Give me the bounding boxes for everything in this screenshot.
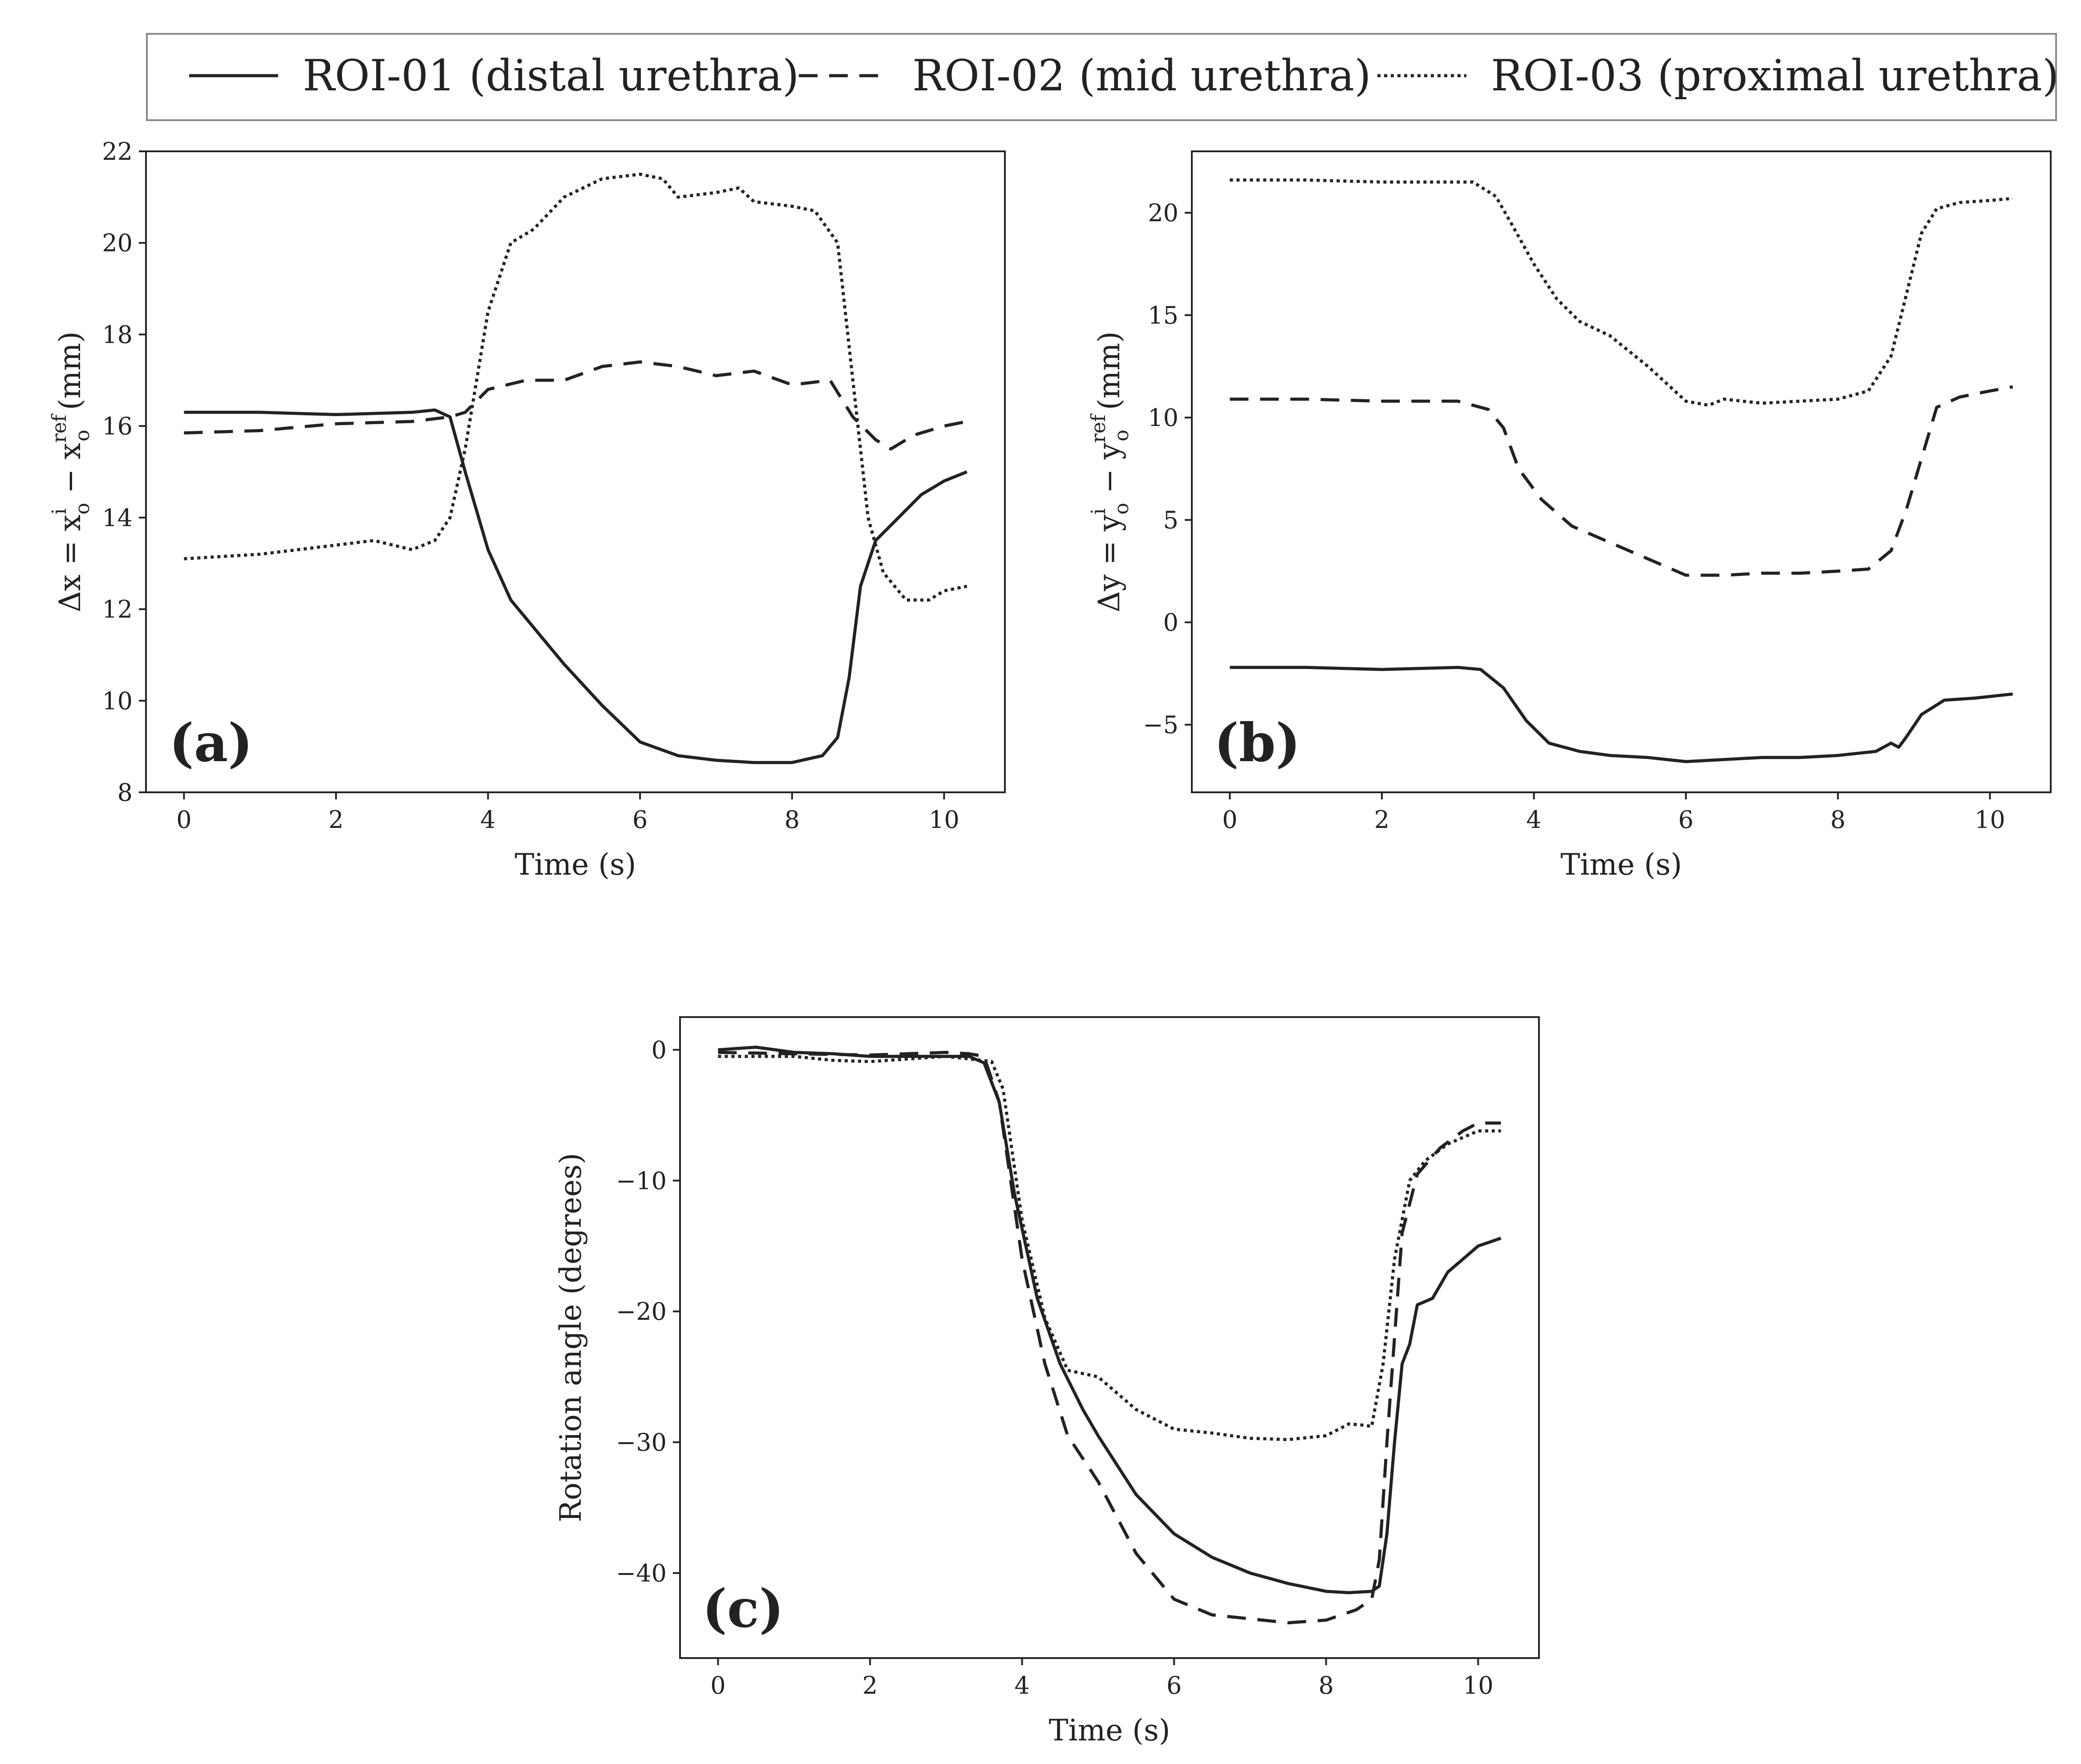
y-ticks-c: −40 −30 −20 −10 0 bbox=[616, 1036, 680, 1587]
x-tick-label-b: 2 bbox=[1374, 806, 1389, 834]
y-tick-label-b: 5 bbox=[1163, 506, 1178, 534]
y-tick-label-a: 22 bbox=[102, 138, 133, 166]
x-tick-label-b: 10 bbox=[1975, 806, 2005, 834]
series-line-c-roi-01 bbox=[718, 1046, 1502, 1594]
series-line-b-roi-03 bbox=[1230, 178, 2013, 407]
x-tick-label-a: 10 bbox=[929, 806, 960, 834]
series-line-c-roi-02 bbox=[718, 1050, 1501, 1625]
x-tick-label-a: 6 bbox=[632, 806, 648, 834]
panel-label-c: (c) bbox=[702, 1577, 784, 1639]
panel-b: 0 2 4 6 8 10 −5 0 5 10 15 20 Time (s) Δy = yio − y… bbox=[1087, 150, 2052, 882]
series-line-a-roi-01 bbox=[184, 408, 968, 764]
x-tick-label-a: 0 bbox=[176, 806, 191, 834]
y-tick-label-a: 20 bbox=[102, 229, 133, 257]
y-tick-label-a: 12 bbox=[102, 596, 133, 624]
plot-area-a bbox=[184, 172, 968, 764]
series-line-b-roi-02 bbox=[1230, 385, 2013, 577]
x-axis-label-a: Time (s) bbox=[514, 848, 636, 882]
panel-a-frame bbox=[145, 150, 1006, 793]
y-tick-label-b: 10 bbox=[1148, 404, 1178, 432]
legend-label-roi-03: ROI-03 (proximal urethra) bbox=[1491, 51, 2059, 101]
y-tick-label-a: 16 bbox=[102, 412, 133, 440]
x-tick-label-a: 4 bbox=[480, 806, 495, 834]
y-tick-label-a: 10 bbox=[102, 687, 133, 715]
y-axis-label-c: Rotation angle (degrees) bbox=[554, 1153, 588, 1522]
x-tick-label-a: 2 bbox=[328, 806, 344, 834]
x-tick-label-c: 10 bbox=[1463, 1671, 1494, 1699]
legend: ROI-01 (distal urethra) ROI-02 (mid uret… bbox=[146, 33, 2059, 121]
y-tick-label-c: −30 bbox=[616, 1428, 667, 1456]
plot-area-b bbox=[1230, 178, 2013, 763]
y-tick-label-b: −5 bbox=[1143, 711, 1178, 739]
series-line-a-roi-02 bbox=[184, 360, 968, 451]
y-tick-label-c: −10 bbox=[616, 1167, 667, 1195]
x-tick-label-b: 8 bbox=[1830, 806, 1846, 834]
x-tick-label-a: 8 bbox=[785, 806, 800, 834]
x-tick-label-b: 0 bbox=[1222, 806, 1237, 834]
y-tick-label-a: 8 bbox=[117, 779, 133, 807]
x-axis-label-b: Time (s) bbox=[1560, 848, 1682, 882]
x-tick-label-c: 0 bbox=[710, 1671, 725, 1699]
y-ticks-b: −5 0 5 10 15 20 bbox=[1143, 199, 1192, 739]
series-line-a-roi-03 bbox=[184, 172, 968, 602]
y-tick-label-c: −20 bbox=[616, 1298, 667, 1326]
panel-label-a: (a) bbox=[169, 712, 253, 774]
y-tick-label-a: 18 bbox=[102, 320, 133, 349]
y-tick-label-b: 15 bbox=[1148, 301, 1178, 329]
legend-label-roi-01: ROI-01 (distal urethra) bbox=[303, 51, 799, 101]
x-tick-label-c: 4 bbox=[1014, 1671, 1029, 1699]
x-tick-label-c: 2 bbox=[862, 1671, 878, 1699]
plot-area-c bbox=[718, 1046, 1502, 1625]
x-axis-label-c: Time (s) bbox=[1049, 1713, 1170, 1748]
y-tick-label-a: 14 bbox=[102, 504, 133, 532]
panel-label-b: (b) bbox=[1214, 712, 1300, 774]
x-ticks-a: 0 2 4 6 8 10 bbox=[176, 792, 960, 834]
panel-c-frame bbox=[679, 1016, 1540, 1659]
panel-c: 0 2 4 6 8 10 −40 −30 −20 −10 0 Time (s) Rotation … bbox=[554, 1016, 1540, 1748]
legend-label-roi-02: ROI-02 (mid urethra) bbox=[912, 51, 1371, 101]
series-line-c-roi-03 bbox=[718, 1054, 1501, 1441]
y-ticks-a: 8 10 12 14 16 18 20 22 bbox=[102, 138, 146, 807]
x-tick-label-b: 6 bbox=[1678, 806, 1693, 834]
x-tick-label-c: 8 bbox=[1319, 1671, 1334, 1699]
y-axis-label-b: Δy = yio − yrefo(mm) bbox=[1087, 331, 1133, 612]
x-ticks-b: 0 2 4 6 8 10 bbox=[1222, 792, 2005, 834]
y-tick-label-b: 0 bbox=[1163, 608, 1178, 637]
y-tick-label-c: −40 bbox=[616, 1559, 667, 1587]
legend-frame bbox=[146, 33, 2057, 121]
x-tick-label-c: 6 bbox=[1166, 1671, 1182, 1699]
series-line-b-roi-01 bbox=[1230, 665, 2013, 763]
panel-b-frame bbox=[1191, 150, 2052, 793]
y-tick-label-b: 20 bbox=[1148, 199, 1178, 227]
x-ticks-c: 0 2 4 6 8 10 bbox=[710, 1658, 1494, 1699]
x-tick-label-b: 4 bbox=[1526, 806, 1541, 834]
panel-a: 0 2 4 6 8 10 8 10 12 14 16 18 20 22 Time (s) Δx = xi… bbox=[48, 138, 1006, 882]
y-tick-label-c: 0 bbox=[652, 1036, 667, 1064]
y-axis-label-a: Δx = xio − xrefo(mm) bbox=[48, 332, 94, 612]
